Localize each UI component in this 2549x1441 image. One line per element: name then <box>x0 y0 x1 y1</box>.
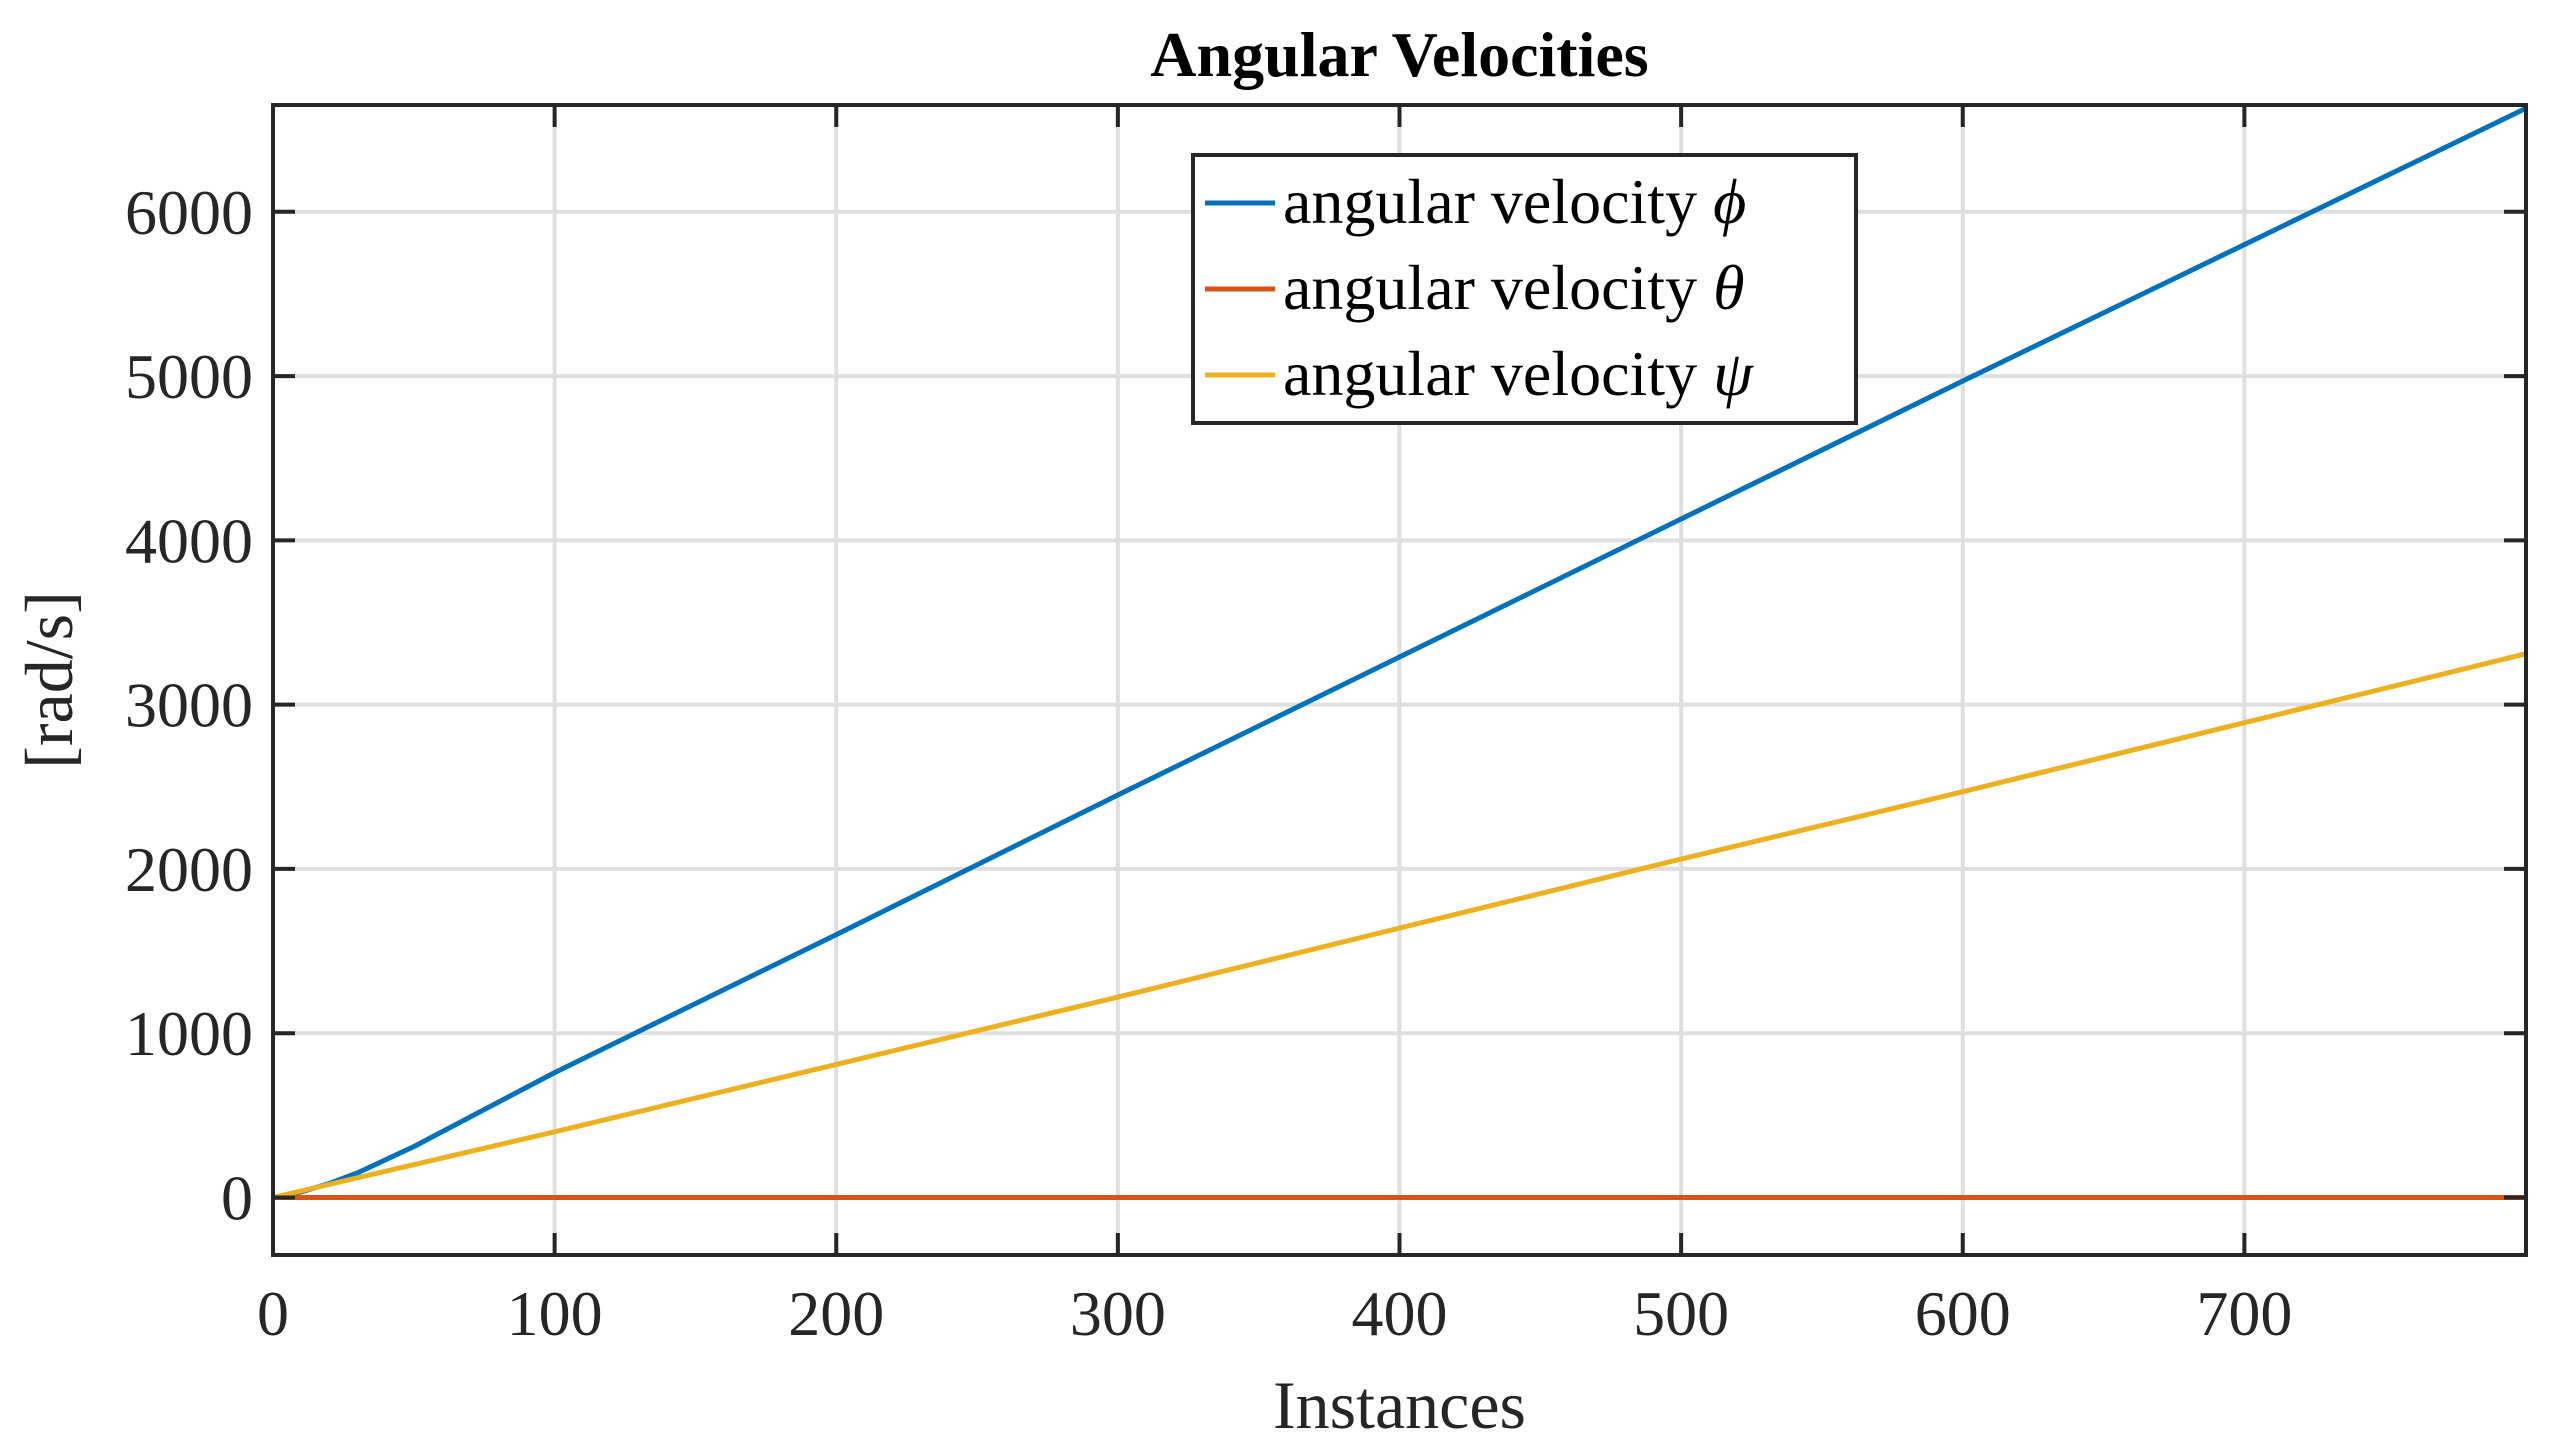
legend-box <box>1191 153 1858 425</box>
legend-label-2: angular velocity ψ <box>1283 338 1754 409</box>
x-tick-label: 100 <box>507 1278 603 1349</box>
y-tick-label: 2000 <box>125 834 253 905</box>
y-tick-label: 1000 <box>125 998 253 1069</box>
x-tick-label: 500 <box>1633 1278 1729 1349</box>
y-axis-label: [rad/s] <box>11 591 87 768</box>
x-tick-labels: 0 100 200 300 400 500 600 700 <box>257 1278 2292 1349</box>
legend-label-text: angular velocity <box>1283 252 1713 323</box>
x-tick-label: 0 <box>257 1278 289 1349</box>
y-tick-label: 5000 <box>125 341 253 412</box>
legend-label-symbol: ψ <box>1713 338 1754 409</box>
legend-label-1: angular velocity θ <box>1283 252 1745 323</box>
y-tick-label: 4000 <box>125 505 253 576</box>
series-line-2 <box>272 651 2527 1200</box>
x-tick-label: 400 <box>1352 1278 1448 1349</box>
legend-label-text: angular velocity <box>1283 166 1713 237</box>
x-tick-label: 600 <box>1915 1278 2011 1349</box>
y-tick-label: 0 <box>221 1163 253 1234</box>
x-axis-label: Instances <box>1273 1367 1526 1441</box>
legend-label-symbol: θ <box>1713 252 1744 323</box>
y-tick-labels: 0 1000 2000 3000 4000 5000 6000 <box>125 177 253 1234</box>
legend-label-symbol: ϕ <box>1713 166 1746 237</box>
x-tick-label: 700 <box>2196 1278 2292 1349</box>
chart-title: Angular Velocities <box>1150 19 1648 90</box>
legend-label-0: angular velocity ϕ <box>1283 166 1746 237</box>
series-group <box>272 106 2528 1200</box>
y-tick-label: 6000 <box>125 177 253 248</box>
x-tick-label: 300 <box>1070 1278 1166 1349</box>
x-tick-label: 200 <box>788 1278 884 1349</box>
y-tick-label: 3000 <box>125 670 253 741</box>
ticks <box>271 105 2526 1255</box>
legend-label-text: angular velocity <box>1283 338 1713 409</box>
